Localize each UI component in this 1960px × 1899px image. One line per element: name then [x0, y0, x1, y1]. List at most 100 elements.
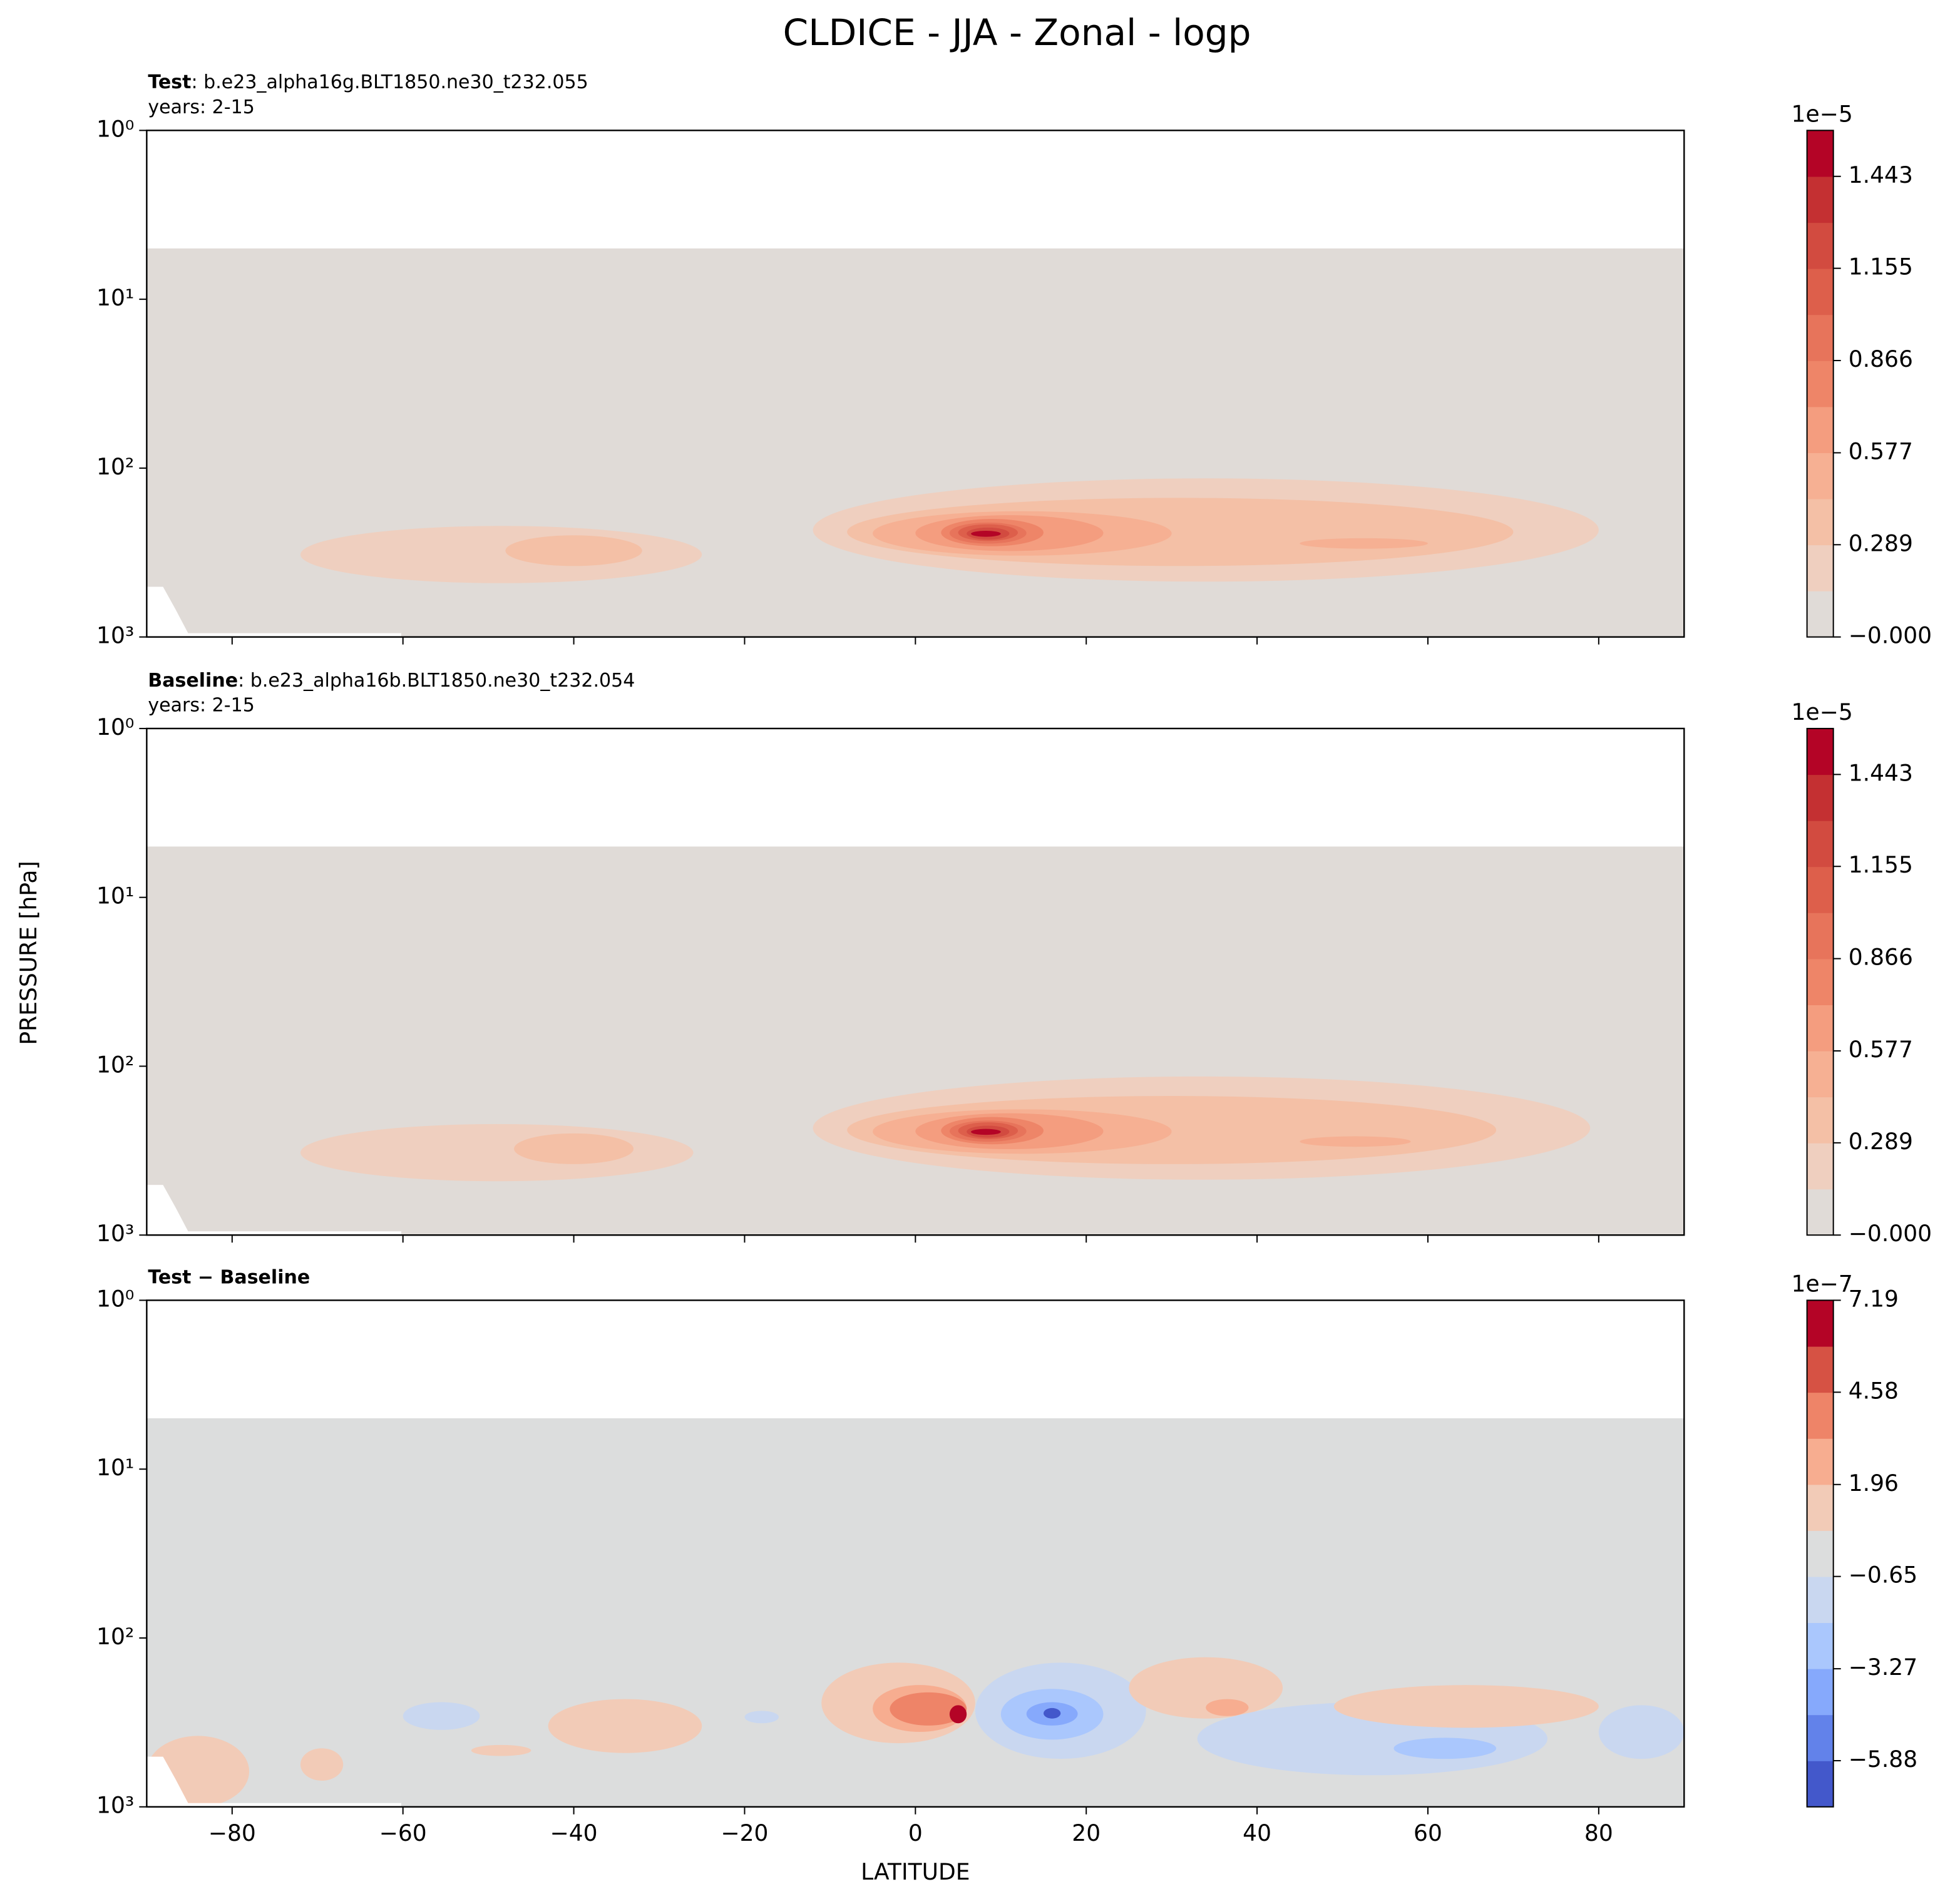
contour-fill [949, 1705, 967, 1724]
contour-fill [971, 1129, 1001, 1135]
colorbar-band [1807, 269, 1834, 315]
colorbar-band [1807, 1189, 1834, 1236]
colorbar-band [1807, 913, 1834, 960]
y-axis-label: PRESSURE [hPa] [16, 861, 42, 1045]
colorbar-band [1807, 222, 1834, 269]
surface-mask [146, 1185, 402, 1236]
x-tick-label: 0 [908, 1820, 923, 1846]
contour-fill [514, 1133, 634, 1164]
colorbar-band [1807, 314, 1834, 361]
contour-fill [1300, 538, 1428, 549]
colorbar-tick-label: −0.000 [1849, 1221, 1932, 1247]
colorbar-frame [1806, 1299, 1834, 1808]
x-tick-label: −20 [721, 1820, 768, 1846]
colorbar-band [1807, 361, 1834, 407]
x-tick-label: −80 [208, 1820, 256, 1846]
colorbar-tick-label: 0.289 [1849, 530, 1913, 556]
y-tick-label: 10⁰ [96, 1286, 134, 1312]
colorbar-frame [1806, 130, 1834, 638]
x-tick-label: 80 [1584, 1820, 1613, 1846]
colorbar-band [1807, 406, 1834, 453]
contour-fill [744, 1711, 779, 1724]
colorbar-tick-label: −3.27 [1849, 1654, 1917, 1681]
colorbar-tick-label: 0.577 [1849, 1037, 1913, 1063]
panel-years: years: 2-15 [148, 96, 254, 118]
plot-area [146, 1418, 1685, 1807]
colorbar-tick-label: 0.866 [1849, 944, 1913, 971]
contour-fill [1598, 1705, 1685, 1759]
contour-fill [300, 1748, 344, 1781]
panel-name: Test − Baseline [148, 1266, 310, 1288]
colorbar-tick-label: 0.289 [1849, 1129, 1913, 1155]
y-tick-label: 10² [96, 454, 134, 480]
panel-label: Test − Baseline [148, 1266, 310, 1288]
colorbar-band [1807, 498, 1834, 546]
colorbar-tick-label: −0.000 [1849, 623, 1932, 649]
x-tick-label: 40 [1243, 1820, 1271, 1846]
surface-mask [146, 586, 402, 637]
colorbar-band [1807, 130, 1834, 177]
colorbar-offset: 1e−5 [1792, 699, 1853, 725]
y-tick-label: 10⁰ [96, 116, 134, 142]
contour-fill [1393, 1738, 1497, 1759]
y-tick-label: 10² [96, 1052, 134, 1078]
contour-fill [890, 1692, 967, 1726]
colorbar-band [1807, 728, 1834, 775]
colorbar-band [1807, 453, 1834, 499]
colorbar-band [1807, 1300, 1834, 1347]
colorbar-band [1807, 1761, 1834, 1808]
y-tick-label: 10⁰ [96, 714, 134, 740]
contour-fill [300, 526, 702, 583]
colorbar-band [1807, 1669, 1834, 1716]
colorbar-band [1807, 1346, 1834, 1393]
x-tick-label: −60 [379, 1820, 427, 1846]
contour-fill [146, 846, 1685, 1236]
panel-case: : b.e23_alpha16g.BLT1850.ne30_t232.055 [191, 71, 588, 93]
panel-label: Test: b.e23_alpha16g.BLT1850.ne30_t232.0… [148, 71, 588, 93]
colorbar-band [1807, 774, 1834, 821]
colorbar-offset: 1e−5 [1792, 101, 1853, 127]
y-tick-label: 10¹ [96, 285, 134, 311]
colorbar-tick-label: −5.88 [1849, 1746, 1917, 1773]
contour-fill [403, 1702, 480, 1730]
colorbar-band [1807, 176, 1834, 223]
y-tick-label: 10³ [96, 1221, 134, 1247]
colorbar-band [1807, 1050, 1834, 1098]
y-tick-label: 10¹ [96, 883, 134, 909]
colorbar-tick-label: 1.443 [1849, 760, 1913, 786]
colorbar-band [1807, 1530, 1834, 1577]
contour-fill [1206, 1699, 1249, 1716]
x-tick-label: 60 [1414, 1820, 1442, 1846]
colorbar-band [1807, 1484, 1834, 1531]
x-tick-label: −40 [550, 1820, 598, 1846]
colorbar-band [1807, 1622, 1834, 1669]
colorbar-tick-label: 0.866 [1849, 346, 1913, 372]
surface-mask [146, 1756, 402, 1807]
panel-case: : b.e23_alpha16b.BLT1850.ne30_t232.054 [238, 669, 635, 691]
y-tick-label: 10³ [96, 623, 134, 649]
colorbar-band [1807, 591, 1834, 638]
plot-area [146, 248, 1685, 637]
colorbar-band [1807, 1005, 1834, 1052]
contour-fill [548, 1699, 702, 1753]
colorbar-tick-label: 7.19 [1849, 1286, 1899, 1312]
panel-name: Test [148, 71, 191, 93]
contour-fill [1333, 1685, 1599, 1728]
plot-area [146, 846, 1685, 1236]
colorbar-band [1807, 1143, 1834, 1190]
y-tick-label: 10¹ [96, 1455, 134, 1481]
contour-fill [505, 535, 642, 566]
colorbar-tick-label: 4.58 [1849, 1378, 1899, 1404]
colorbar-band [1807, 545, 1834, 591]
y-tick-label: 10² [96, 1624, 134, 1650]
colorbar-band [1807, 1576, 1834, 1624]
colorbar-band [1807, 1438, 1834, 1485]
contour-fill [146, 248, 1685, 637]
contour-fill [1129, 1657, 1283, 1719]
x-axis-label: LATITUDE [861, 1859, 970, 1885]
colorbar-band [1807, 958, 1834, 1005]
panel-name: Baseline [148, 669, 238, 691]
panel-years: years: 2-15 [148, 694, 254, 716]
